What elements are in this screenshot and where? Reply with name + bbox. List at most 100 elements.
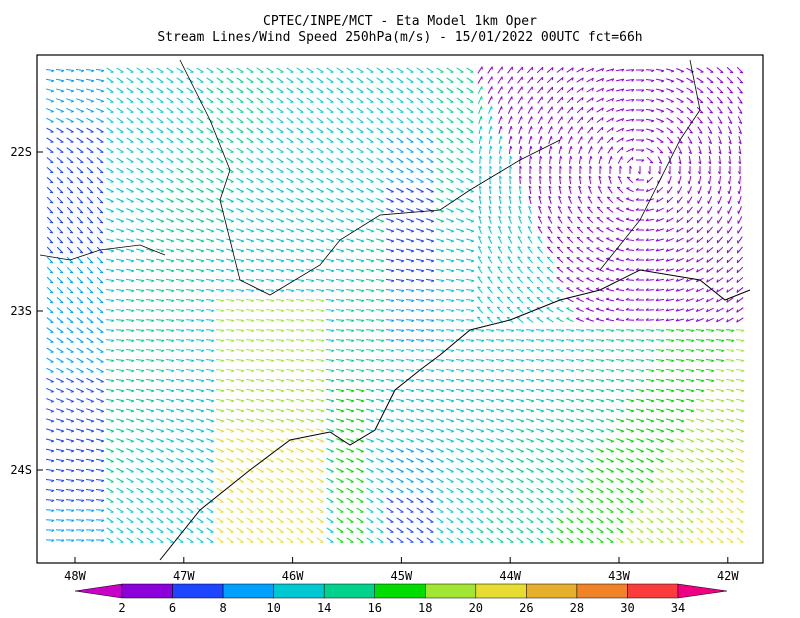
streamline-arrow (536, 76, 544, 84)
streamline-arrow (56, 297, 64, 303)
streamline-arrow (56, 88, 64, 92)
streamline-arrow (315, 408, 325, 412)
streamline-arrow (111, 380, 115, 383)
streamline-arrow (551, 380, 555, 383)
streamline-arrow (507, 276, 513, 284)
streamline-arrow (708, 146, 712, 154)
streamline-arrow (415, 319, 425, 321)
streamline-arrow (46, 357, 54, 363)
streamline-arrow (256, 167, 264, 173)
streamline-arrow (595, 388, 605, 392)
streamline-arrow (241, 349, 245, 353)
streamline-arrow (416, 147, 424, 153)
streamline-arrow (538, 185, 542, 195)
streamline-arrow (727, 206, 733, 214)
streamline-arrow (201, 380, 205, 383)
streamline-arrow (718, 185, 722, 195)
streamline-arrow (205, 278, 215, 282)
streamline-arrow (526, 297, 534, 303)
streamline-arrow (629, 165, 633, 169)
streamline-arrow (151, 329, 155, 333)
streamline-arrow (431, 280, 435, 283)
streamline-arrow (341, 370, 345, 373)
streamline-arrow (126, 208, 134, 212)
streamline-arrow (275, 368, 285, 372)
streamline-arrow (160, 211, 164, 213)
streamline-arrow (201, 319, 205, 323)
streamline-arrow (321, 370, 325, 373)
streamline-arrow (145, 309, 155, 311)
streamline-arrow (366, 167, 374, 173)
streamline-arrow (497, 66, 503, 74)
streamline-arrow (370, 420, 375, 423)
streamline-arrow (728, 136, 732, 144)
streamline-arrow (490, 400, 495, 403)
streamline-arrow (250, 240, 255, 243)
streamline-arrow (86, 266, 94, 274)
streamline-arrow (290, 400, 295, 403)
streamline-arrow (460, 220, 464, 223)
streamline-arrow (445, 258, 455, 262)
streamline-arrow (190, 240, 195, 243)
streamline-arrow (705, 318, 709, 322)
streamline-arrow (535, 378, 545, 382)
streamline-arrow (680, 81, 684, 83)
streamline-arrow (50, 80, 55, 83)
streamline-arrow (581, 67, 584, 71)
streamline-arrow (265, 309, 275, 311)
streamline-arrow (601, 329, 605, 333)
streamline-arrow (505, 339, 515, 341)
streamline-arrow (661, 329, 665, 333)
streamline-arrow (689, 141, 693, 144)
streamline-arrow (125, 339, 135, 341)
streamline-arrow (471, 349, 475, 353)
streamline-arrow (455, 349, 465, 351)
streamline-arrow (325, 349, 335, 351)
streamline-arrow (518, 206, 522, 214)
streamline-arrow (577, 116, 583, 124)
streamline-arrow (645, 248, 649, 251)
streamline-arrow (340, 400, 345, 403)
streamline-arrow (589, 165, 593, 169)
streamline-arrow (275, 319, 285, 321)
streamline-arrow (185, 288, 195, 292)
streamline-arrow (640, 410, 645, 413)
streamline-arrow (465, 359, 475, 361)
streamline-arrow (221, 300, 225, 303)
streamline-arrow (346, 218, 354, 222)
streamline-arrow (96, 236, 104, 244)
streamline-arrow (135, 359, 145, 361)
streamline-arrow (547, 236, 553, 244)
streamline-arrow (545, 398, 555, 402)
streamline-arrow (295, 349, 305, 351)
streamline-arrow (435, 319, 445, 321)
streamline-arrow (435, 329, 445, 331)
streamline-arrow (430, 270, 435, 273)
streamline-arrow (466, 228, 474, 232)
streamline-arrow (590, 410, 595, 413)
streamline-arrow (735, 339, 745, 341)
streamline-arrow (391, 349, 395, 353)
streamline-arrow (371, 290, 375, 293)
streamline-arrow (166, 177, 174, 183)
streamline-arrow (60, 410, 64, 413)
streamline-arrow (535, 398, 545, 402)
streamline-arrow (395, 329, 405, 331)
streamline-arrow (621, 329, 625, 333)
streamline-arrow (285, 309, 295, 311)
streamline-arrow (370, 201, 374, 203)
streamline-arrow (110, 260, 115, 263)
streamline-arrow (166, 137, 174, 143)
streamline-arrow (525, 368, 535, 372)
streamline-arrow (739, 71, 743, 74)
streamline-arrow (325, 339, 335, 341)
streamline-arrow (126, 218, 134, 222)
streamline-arrow (145, 329, 155, 331)
streamline-arrow (391, 339, 395, 343)
streamline-arrow (196, 238, 204, 242)
streamline-arrow (591, 117, 594, 121)
streamline-arrow (326, 87, 334, 93)
streamline-arrow (430, 390, 435, 393)
streamline-arrow (226, 77, 234, 83)
streamline-arrow (676, 288, 684, 292)
